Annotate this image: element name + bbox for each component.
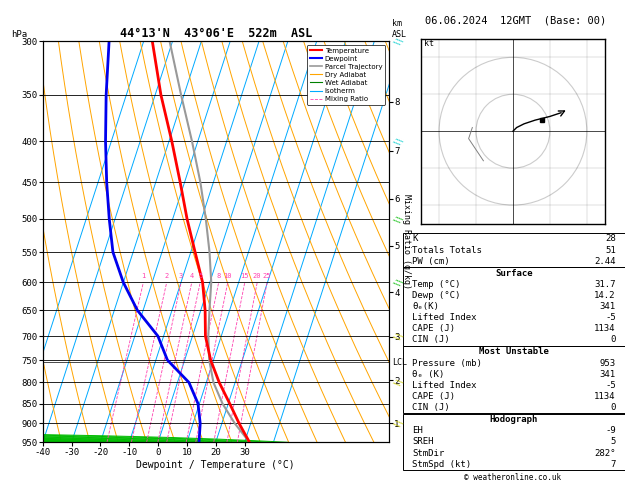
Text: 2.44: 2.44 [594, 257, 616, 266]
Text: Most Unstable: Most Unstable [479, 347, 549, 356]
Text: 31.7: 31.7 [594, 280, 616, 289]
Text: 28: 28 [605, 234, 616, 243]
Text: km
ASL: km ASL [392, 19, 407, 39]
Bar [403, 233, 625, 267]
Text: 25: 25 [263, 273, 271, 279]
Text: 7: 7 [610, 460, 616, 469]
Text: -5: -5 [605, 313, 616, 322]
Text: EH: EH [412, 426, 423, 435]
Bar [403, 267, 625, 346]
Text: \\: \\ [392, 135, 405, 148]
Text: PW (cm): PW (cm) [412, 257, 450, 266]
Text: 3: 3 [179, 273, 183, 279]
Text: © weatheronline.co.uk: © weatheronline.co.uk [464, 473, 561, 482]
Legend: Temperature, Dewpoint, Parcel Trajectory, Dry Adiabat, Wet Adiabat, Isotherm, Mi: Temperature, Dewpoint, Parcel Trajectory… [307, 45, 385, 105]
Text: \\: \\ [392, 35, 405, 48]
Text: SREH: SREH [412, 437, 433, 446]
Text: \\: \\ [392, 330, 405, 343]
Text: kt: kt [425, 39, 434, 48]
Text: hPa: hPa [11, 30, 28, 39]
Text: \\: \\ [392, 212, 405, 226]
Text: \\: \\ [392, 276, 405, 289]
Text: 10: 10 [223, 273, 232, 279]
Text: Totals Totals: Totals Totals [412, 245, 482, 255]
Bar [403, 347, 625, 413]
Text: Surface: Surface [495, 269, 533, 278]
Text: 51: 51 [605, 245, 616, 255]
Text: Lifted Index: Lifted Index [412, 381, 477, 390]
Text: 20: 20 [253, 273, 262, 279]
Text: 1134: 1134 [594, 324, 616, 333]
Text: θₑ (K): θₑ (K) [412, 370, 444, 379]
Text: K: K [412, 234, 418, 243]
Text: StmSpd (kt): StmSpd (kt) [412, 460, 471, 469]
X-axis label: Dewpoint / Temperature (°C): Dewpoint / Temperature (°C) [136, 460, 295, 469]
Text: 341: 341 [599, 302, 616, 311]
Text: Temp (°C): Temp (°C) [412, 280, 460, 289]
Text: -9: -9 [605, 426, 616, 435]
Text: CIN (J): CIN (J) [412, 403, 450, 412]
Text: -5: -5 [605, 381, 616, 390]
Text: 8: 8 [216, 273, 221, 279]
Title: 44°13'N  43°06'E  522m  ASL: 44°13'N 43°06'E 522m ASL [120, 27, 312, 40]
Text: 15: 15 [240, 273, 249, 279]
Bar [403, 414, 625, 470]
Text: CAPE (J): CAPE (J) [412, 324, 455, 333]
Text: Dewp (°C): Dewp (°C) [412, 291, 460, 300]
Text: 282°: 282° [594, 449, 616, 457]
Text: 1: 1 [142, 273, 145, 279]
Text: 5: 5 [198, 273, 203, 279]
Text: θₑ(K): θₑ(K) [412, 302, 439, 311]
Text: 0: 0 [610, 335, 616, 345]
Y-axis label: Mixing Ratio (g/kg): Mixing Ratio (g/kg) [402, 194, 411, 289]
Text: 0: 0 [610, 403, 616, 412]
Text: CAPE (J): CAPE (J) [412, 392, 455, 401]
Text: Lifted Index: Lifted Index [412, 313, 477, 322]
Text: CIN (J): CIN (J) [412, 335, 450, 345]
Text: 341: 341 [599, 370, 616, 379]
Text: 953: 953 [599, 359, 616, 367]
Text: Pressure (mb): Pressure (mb) [412, 359, 482, 367]
Text: Hodograph: Hodograph [490, 415, 538, 424]
Text: 2: 2 [165, 273, 169, 279]
Text: 1134: 1134 [594, 392, 616, 401]
Text: \\: \\ [392, 417, 405, 430]
Text: 14.2: 14.2 [594, 291, 616, 300]
Text: LCL: LCL [392, 358, 407, 367]
Text: 5: 5 [610, 437, 616, 446]
Text: 4: 4 [189, 273, 194, 279]
Text: \\: \\ [392, 376, 405, 389]
Text: 06.06.2024  12GMT  (Base: 00): 06.06.2024 12GMT (Base: 00) [425, 16, 606, 26]
Text: StmDir: StmDir [412, 449, 444, 457]
